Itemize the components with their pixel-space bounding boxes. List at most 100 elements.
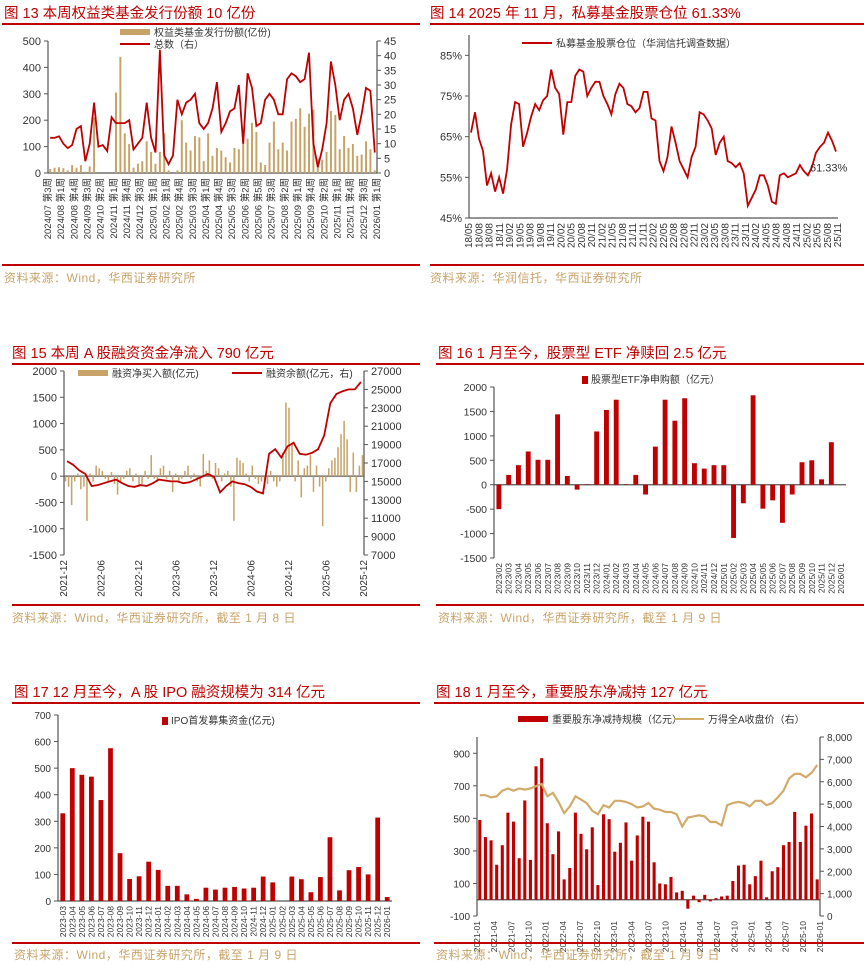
bar [181,476,183,479]
x-tick-label: 2023-04 [67,906,77,937]
x-tick-label: 2023/11 [582,563,592,593]
bar [365,874,371,901]
bar [220,150,223,173]
x-tick-label: 2021-10 [523,921,533,952]
right-tick-label: 25000 [371,384,402,396]
bar [136,163,139,173]
bar [165,476,168,479]
x-tick-label: 22/08 [669,223,680,248]
bar [232,886,237,901]
x-tick-label: 2025-01 [746,921,756,952]
x-tick-label: 2025/12 [826,563,836,594]
bar [285,402,287,477]
right-tick-label: 30 [384,80,396,92]
bar [141,476,143,485]
x-tick-label: 25/02 [802,223,813,248]
bar [251,465,254,477]
bar [358,465,361,477]
x-tick-label: 2025/10 第2周 [318,178,330,239]
bar [613,399,619,485]
bar [128,143,131,173]
bar [162,465,165,477]
bar [272,121,275,173]
x-tick-label: 2025/05 [758,563,768,594]
bar [740,484,746,504]
x-tick-label: 2023/10 [572,563,582,594]
left-tick-label: 75% [440,91,462,103]
x-tick-label: 2023-10 [125,906,135,937]
bar [67,476,70,487]
bar [141,161,144,173]
bar [675,892,679,900]
bar [324,476,327,482]
bar [601,814,606,900]
left-tick-label: 100 [453,879,470,890]
x-tick-label: 2023/09 [562,563,572,594]
source-note: 资料来源：Wind，华西证券研究所 [4,271,196,285]
left-tick-label: -1000 [460,529,487,541]
source-note: 资料来源：华润信托，华西证券研究所 [430,271,643,285]
bar [646,821,651,900]
bar [574,484,580,490]
x-tick-label: 2025-12 [359,560,370,597]
bar [167,170,170,173]
bar [146,861,152,901]
bar [731,484,736,538]
x-tick-label: 2023/07 [543,563,553,594]
x-tick-label: 2025-08 [335,906,345,937]
x-tick-label: 2025/09 [797,563,807,594]
bar [89,473,91,477]
right-tick-label: 13000 [371,495,402,507]
right-tick-label: 7,000 [827,755,852,766]
x-tick-label: 2025/11 第1周 [332,178,344,239]
bar [337,447,339,477]
bar [770,871,774,900]
bar [308,892,314,901]
x-tick-label: 2023/08 [553,563,563,594]
bar [633,474,639,485]
x-tick-label: 24/02 [751,223,762,248]
bar [478,819,482,900]
x-tick-label: 18/08 [474,223,485,248]
bar [107,476,110,482]
bar [257,476,260,485]
left-tick-label: 0 [51,471,57,483]
x-tick-label: 2025-12 [373,906,383,937]
figure-16-panel: 图 16 1 月至今，股票型 ETF 净赎回 2.5 亿元 2000 1500 10… [432,336,864,630]
bar [781,845,785,900]
x-tick-label: 2025/08 [787,563,797,594]
bar [193,136,196,173]
bar [343,420,345,477]
x-tick-label: 2024-05 [191,906,201,937]
x-tick-label: 2023/02 [494,563,504,594]
bar [828,442,834,485]
right-tick-label: 0 [384,168,390,180]
x-tick-label: 2024/09 [680,563,690,594]
x-tick-label: 2025/06 第2周 [239,178,251,239]
left-tick-label: 200 [23,115,41,127]
x-tick-label: 2023-09 [115,906,125,937]
bar [159,468,162,477]
bar [613,851,617,900]
legend-swatch [518,716,548,722]
x-tick-label: 2024-07 [712,921,722,952]
left-tick-label: 600 [34,738,51,749]
bar [199,476,201,487]
bar [144,470,146,477]
x-tick-label: 2024/07 第3周 [42,178,54,239]
x-tick-label: 2025/03 [738,563,748,594]
bar [338,149,341,173]
x-tick-label: 22/05 [659,223,670,248]
x-tick-label: 2023-07 [644,921,654,952]
x-tick-label: 2025/07 [777,563,787,594]
bar [202,161,205,173]
bar [809,460,815,485]
bar [153,476,156,479]
bar [483,837,487,900]
x-tick-label: 2026-01 [382,906,392,937]
x-tick-label: 2024-03 [172,906,182,937]
bar [202,454,205,477]
bar [714,898,718,900]
bar [73,476,76,482]
right-tick-label: 7000 [371,550,395,562]
